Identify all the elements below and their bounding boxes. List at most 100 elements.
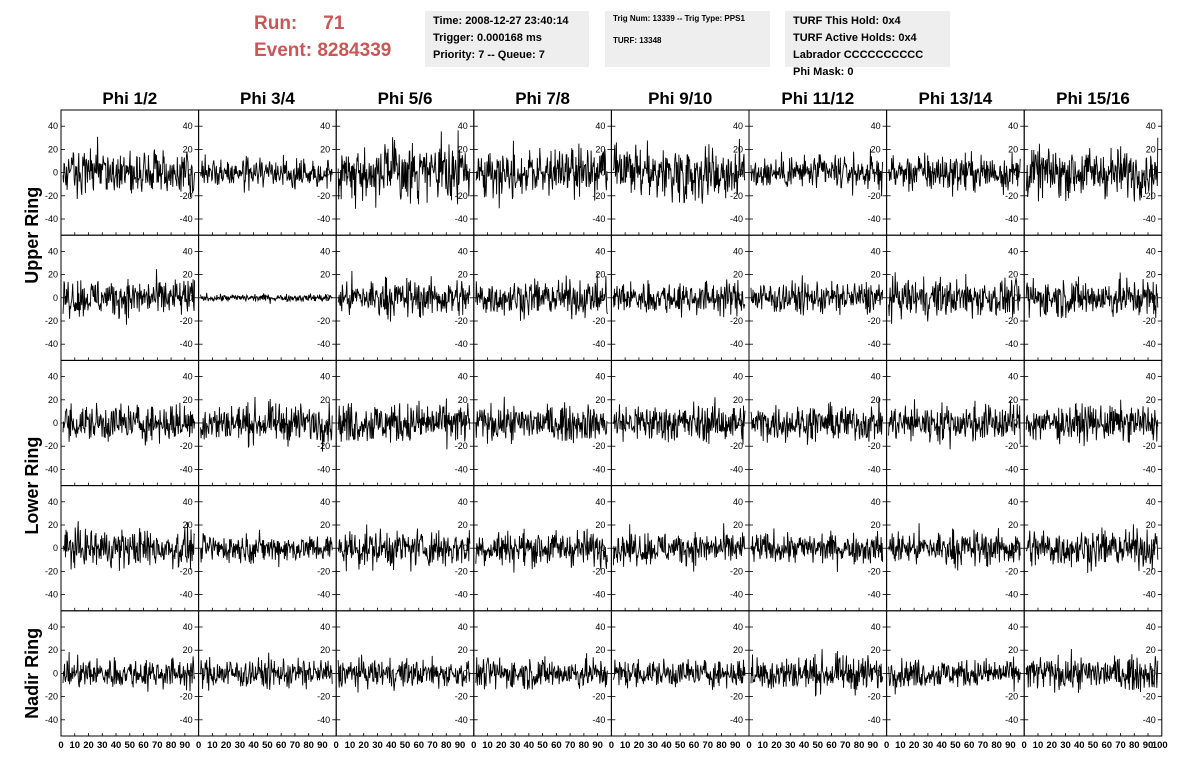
x-tick-label: 50 [813, 740, 824, 751]
y-tick-label: -40 [868, 339, 881, 349]
y-tick-label: 40 [1146, 622, 1156, 632]
waveform-trace [337, 654, 471, 693]
waveform-trace [62, 402, 196, 446]
x-tick-label: 20 [221, 740, 232, 751]
x-tick-label: 50 [537, 740, 548, 751]
waveform-trace [200, 396, 333, 452]
waveform-trace [337, 524, 471, 572]
y-tick-label: -40 [317, 590, 330, 600]
y-tick-label: 0 [188, 293, 193, 303]
x-tick-label: 0 [196, 740, 201, 751]
y-tick-label: 0 [600, 168, 605, 178]
turf-active-holds: TURF Active Holds: 0x4 [793, 32, 917, 44]
waveform-trace [1025, 648, 1159, 693]
y-tick-label: -20 [868, 316, 881, 326]
x-tick-label: 70 [1115, 740, 1126, 751]
waveform-trace [200, 292, 333, 304]
y-tick-label: 20 [595, 520, 605, 530]
y-tick-label: -20 [317, 191, 330, 201]
y-tick-label: -40 [730, 214, 743, 224]
y-tick-label: -40 [868, 715, 881, 725]
y-tick-label: -20 [45, 191, 58, 201]
y-tick-label: -40 [1005, 590, 1018, 600]
y-tick-label: -20 [730, 692, 743, 702]
x-tick-label: 30 [97, 740, 108, 751]
y-tick-label: 40 [320, 246, 330, 256]
waveform-trace [62, 136, 196, 200]
waveform-trace [1025, 524, 1159, 574]
y-tick-label: -20 [1143, 316, 1156, 326]
x-tick-label: 50 [1088, 740, 1099, 751]
y-tick-label: 40 [183, 622, 193, 632]
y-tick-label: 20 [595, 270, 605, 280]
y-tick-label: -20 [1143, 441, 1156, 451]
x-tick-label: 100 [1152, 740, 1168, 751]
y-tick-label: -20 [455, 692, 468, 702]
x-tick-label: 10 [482, 740, 493, 751]
y-tick-label: -20 [45, 566, 58, 576]
y-tick-label: -40 [180, 339, 193, 349]
x-tick-label: 80 [1129, 740, 1140, 751]
x-tick-label: 50 [950, 740, 961, 751]
x-tick-label: 0 [746, 740, 751, 751]
waveform-trace [888, 272, 1021, 324]
y-tick-label: -20 [730, 441, 743, 451]
x-tick-label: 20 [1046, 740, 1057, 751]
x-tick-label: 10 [620, 740, 631, 751]
y-tick-label: -40 [455, 464, 468, 474]
x-tick-label: 40 [799, 740, 810, 751]
y-tick-label: 40 [1008, 121, 1018, 131]
y-tick-label: -40 [455, 590, 468, 600]
y-tick-label: 20 [871, 144, 881, 154]
y-tick-label: 20 [48, 270, 58, 280]
y-tick-label: 0 [1013, 418, 1018, 428]
y-tick-label: -40 [1005, 715, 1018, 725]
y-tick-label: 20 [320, 395, 330, 405]
y-tick-label: -20 [730, 566, 743, 576]
waveform-trace [612, 397, 746, 445]
y-tick-label: 20 [1146, 144, 1156, 154]
column-header: Phi 13/14 [919, 89, 993, 108]
y-tick-label: -40 [730, 715, 743, 725]
y-tick-label: 40 [1008, 372, 1018, 382]
waveform-trace [750, 148, 884, 197]
y-tick-label: -20 [317, 566, 330, 576]
waveform-trace [337, 130, 471, 209]
y-tick-label: 40 [733, 372, 743, 382]
waveform-trace [62, 269, 196, 325]
x-tick-label: 90 [730, 740, 741, 751]
run-value: 71 [323, 13, 345, 34]
waveform-trace [750, 275, 884, 316]
y-tick-label: 0 [188, 168, 193, 178]
y-tick-label: -20 [868, 191, 881, 201]
y-tick-label: 0 [53, 293, 58, 303]
y-tick-label: -40 [1005, 464, 1018, 474]
trig-num-text: Trig Num: 13339 -- Trig Type: PPS1 [613, 14, 745, 23]
x-tick-label: 40 [111, 740, 122, 751]
x-tick-label: 10 [1033, 740, 1044, 751]
x-tick-label: 20 [909, 740, 920, 751]
y-tick-label: 40 [1146, 121, 1156, 131]
y-tick-label: 0 [738, 418, 743, 428]
waveform-trace [475, 653, 608, 690]
y-tick-label: 40 [48, 372, 58, 382]
y-tick-label: 40 [320, 372, 330, 382]
ring-label: Nadir Ring [22, 628, 42, 719]
y-tick-label: 20 [183, 645, 193, 655]
y-tick-label: -20 [455, 441, 468, 451]
waveform-trace [750, 397, 884, 445]
waveform-trace [337, 398, 471, 450]
y-tick-label: -20 [455, 316, 468, 326]
y-tick-label: -40 [868, 464, 881, 474]
y-tick-label: 40 [1008, 246, 1018, 256]
waveform-trace [200, 529, 333, 568]
y-tick-label: 20 [48, 144, 58, 154]
y-tick-label: 40 [458, 497, 468, 507]
y-tick-label: -20 [45, 692, 58, 702]
y-tick-label: 40 [595, 622, 605, 632]
waveform-trace [888, 151, 1021, 197]
y-tick-label: -20 [730, 191, 743, 201]
waveform-trace [475, 272, 608, 321]
x-tick-label: 30 [235, 740, 246, 751]
